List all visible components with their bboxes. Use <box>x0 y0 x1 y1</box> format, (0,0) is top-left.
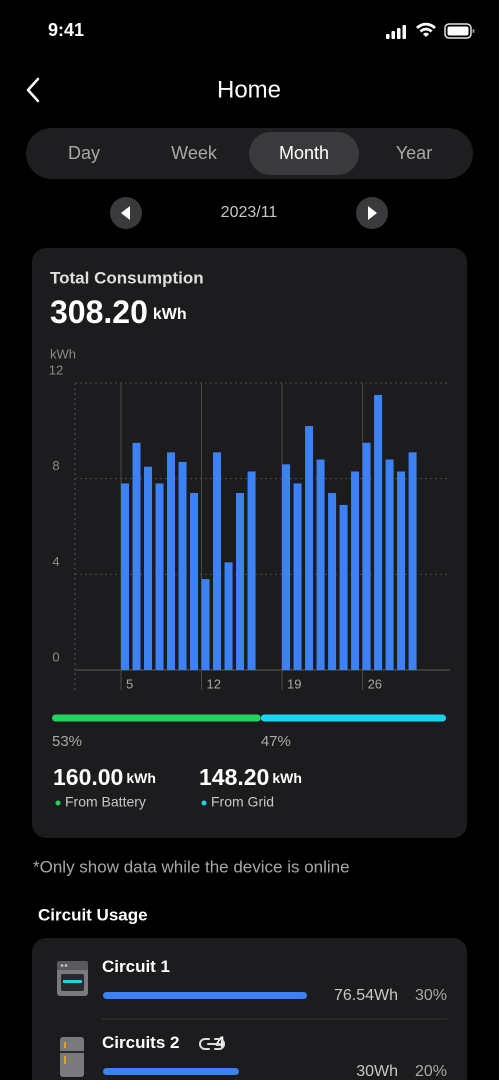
tab[interactable]: Year <box>396 143 432 163</box>
bar <box>316 459 325 670</box>
y-tick-label: 0 <box>52 649 59 664</box>
amount-unit: kWh <box>126 770 156 786</box>
bar <box>339 504 348 670</box>
source-label: From Battery <box>65 794 146 810</box>
x-tick-label: 12 <box>207 676 221 691</box>
bar <box>144 466 153 670</box>
circuit-energy: 30Wh <box>356 1063 398 1080</box>
link-icon <box>199 1038 225 1050</box>
tab[interactable]: Week <box>171 143 218 163</box>
online-note: *Only show data while the device is onli… <box>33 857 350 876</box>
total-number: 308.20 <box>50 294 148 330</box>
bar <box>224 562 233 670</box>
circuit-name-text: Circuits 2 <box>102 1033 179 1052</box>
bar <box>362 442 371 670</box>
y-tick-label: 4 <box>52 554 59 569</box>
total-unit: kWh <box>153 306 187 323</box>
status-icons <box>386 22 475 39</box>
circuit-card <box>32 938 467 1080</box>
total-value: 308.20 kWh <box>50 294 187 330</box>
card-title: Total Consumption <box>50 268 204 287</box>
bar <box>328 493 337 670</box>
usage-bar <box>103 992 307 999</box>
share-bar <box>52 714 261 722</box>
bar <box>201 579 210 670</box>
bar <box>167 452 176 670</box>
bar <box>408 452 417 670</box>
page-title: Home <box>217 76 281 103</box>
bar <box>247 471 256 670</box>
fridge-icon <box>60 1037 84 1077</box>
circuit-energy: 76.54Wh <box>334 987 398 1004</box>
y-tick-label: 12 <box>49 362 63 377</box>
circuit-share: 20% <box>415 1063 447 1080</box>
source-dot <box>55 800 61 806</box>
bar <box>155 483 164 670</box>
bar <box>190 493 199 670</box>
tab-selected <box>249 132 359 175</box>
circuit-name: Circuit 1 <box>102 957 170 976</box>
share-label: 53% <box>52 733 82 750</box>
y-tick-label: 8 <box>52 458 59 473</box>
bar <box>305 426 314 670</box>
period-label: 2023/11 <box>221 204 278 221</box>
next-period[interactable] <box>356 197 388 229</box>
bar <box>374 394 383 670</box>
y-axis-label: kWh <box>50 346 76 361</box>
bar <box>132 442 141 670</box>
amount-number: 160.00 <box>53 764 123 790</box>
tab[interactable]: Month <box>279 143 329 163</box>
x-tick-label: 19 <box>287 676 301 691</box>
back-button[interactable] <box>26 77 40 103</box>
share-bar <box>260 714 446 722</box>
source-dot <box>201 800 207 806</box>
bar <box>213 452 222 670</box>
bar <box>178 461 187 670</box>
bar <box>282 464 291 670</box>
status-time: 9:41 <box>48 20 84 40</box>
amount-unit: kWh <box>272 770 302 786</box>
bar <box>397 471 406 670</box>
tab[interactable]: Day <box>68 143 100 163</box>
link-count: 4 <box>215 1033 225 1052</box>
oven-icon <box>57 961 88 996</box>
bar <box>293 483 302 670</box>
circuit-share: 30% <box>415 987 447 1004</box>
source-label: From Grid <box>211 794 274 810</box>
circuit-name: Circuits 2 4 <box>102 1033 225 1052</box>
amount: 160.00 kWh <box>53 764 156 790</box>
circuit-list: Circuit 1 76.54Wh 30% Circuits 2 4 30Wh 20% <box>102 957 447 1080</box>
bar <box>351 471 360 670</box>
prev-period[interactable] <box>110 197 142 229</box>
bar <box>121 483 130 670</box>
share-label: 47% <box>261 733 291 750</box>
x-tick-label: 5 <box>126 676 133 691</box>
circuit-name-text: Circuit 1 <box>102 957 170 976</box>
bar <box>236 493 245 670</box>
amount: 148.20 kWh <box>199 764 302 790</box>
usage-bar <box>103 1068 239 1075</box>
bar <box>385 459 394 670</box>
amount-number: 148.20 <box>199 764 269 790</box>
section-title: Circuit Usage <box>38 905 148 924</box>
tabs: Day Week Month Year <box>68 132 432 175</box>
x-tick-label: 26 <box>368 676 382 691</box>
bar-chart: 0 4 8 12 5 12 19 26 <box>49 362 450 691</box>
